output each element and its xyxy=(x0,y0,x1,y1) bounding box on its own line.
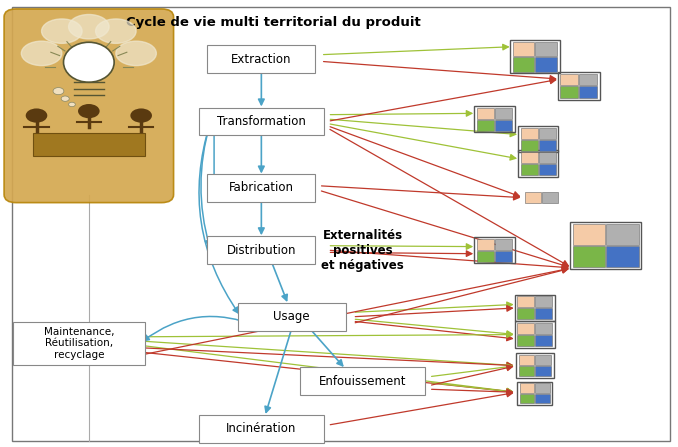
FancyBboxPatch shape xyxy=(536,355,551,365)
Text: Distribution: Distribution xyxy=(226,244,296,257)
FancyBboxPatch shape xyxy=(542,192,559,203)
FancyBboxPatch shape xyxy=(573,224,605,245)
FancyBboxPatch shape xyxy=(536,335,553,346)
FancyBboxPatch shape xyxy=(517,323,534,334)
FancyBboxPatch shape xyxy=(33,133,144,156)
FancyBboxPatch shape xyxy=(207,236,315,264)
FancyBboxPatch shape xyxy=(536,57,557,72)
FancyBboxPatch shape xyxy=(536,394,550,403)
FancyBboxPatch shape xyxy=(561,86,578,98)
FancyBboxPatch shape xyxy=(238,303,346,331)
FancyBboxPatch shape xyxy=(477,108,494,118)
FancyBboxPatch shape xyxy=(207,174,315,202)
Text: Fabrication: Fabrication xyxy=(229,181,294,194)
FancyBboxPatch shape xyxy=(520,394,534,403)
FancyBboxPatch shape xyxy=(12,7,670,441)
Text: Incinération: Incinération xyxy=(226,422,296,435)
FancyBboxPatch shape xyxy=(517,335,534,346)
FancyBboxPatch shape xyxy=(495,239,512,250)
FancyBboxPatch shape xyxy=(606,246,639,267)
FancyBboxPatch shape xyxy=(521,127,538,139)
FancyBboxPatch shape xyxy=(199,415,324,443)
Circle shape xyxy=(78,104,100,118)
Text: Enfouissement: Enfouissement xyxy=(319,375,406,388)
FancyBboxPatch shape xyxy=(536,384,550,393)
FancyBboxPatch shape xyxy=(580,74,597,85)
FancyBboxPatch shape xyxy=(606,224,639,245)
FancyBboxPatch shape xyxy=(521,139,538,151)
Ellipse shape xyxy=(41,19,82,43)
Circle shape xyxy=(26,109,47,122)
FancyBboxPatch shape xyxy=(513,42,534,56)
FancyBboxPatch shape xyxy=(536,323,553,334)
FancyBboxPatch shape xyxy=(477,119,494,131)
FancyBboxPatch shape xyxy=(561,74,578,85)
Circle shape xyxy=(130,109,152,122)
Text: Usage: Usage xyxy=(273,310,310,323)
FancyBboxPatch shape xyxy=(517,308,534,320)
FancyBboxPatch shape xyxy=(573,246,605,267)
FancyBboxPatch shape xyxy=(519,366,534,376)
Ellipse shape xyxy=(116,41,157,66)
Ellipse shape xyxy=(68,14,109,39)
FancyBboxPatch shape xyxy=(536,42,557,56)
Text: Transformation: Transformation xyxy=(217,115,306,128)
FancyBboxPatch shape xyxy=(4,9,174,202)
Circle shape xyxy=(61,96,69,101)
FancyBboxPatch shape xyxy=(477,239,494,250)
FancyBboxPatch shape xyxy=(536,296,553,308)
FancyBboxPatch shape xyxy=(517,296,534,308)
FancyBboxPatch shape xyxy=(495,251,512,261)
FancyBboxPatch shape xyxy=(477,251,494,261)
FancyBboxPatch shape xyxy=(525,192,541,203)
FancyBboxPatch shape xyxy=(13,322,145,365)
FancyBboxPatch shape xyxy=(539,139,556,151)
FancyBboxPatch shape xyxy=(519,355,534,365)
FancyBboxPatch shape xyxy=(521,164,538,175)
Text: Cycle de vie multi territorial du produit: Cycle de vie multi territorial du produi… xyxy=(126,16,421,29)
Circle shape xyxy=(53,88,64,95)
Circle shape xyxy=(68,102,75,107)
FancyBboxPatch shape xyxy=(536,308,553,320)
FancyBboxPatch shape xyxy=(495,108,512,118)
FancyBboxPatch shape xyxy=(520,384,534,393)
FancyBboxPatch shape xyxy=(539,164,556,175)
Text: Maintenance,
Réutilisation,
recyclage: Maintenance, Réutilisation, recyclage xyxy=(44,327,115,360)
Ellipse shape xyxy=(64,42,114,82)
FancyBboxPatch shape xyxy=(207,45,315,73)
FancyBboxPatch shape xyxy=(539,127,556,139)
FancyBboxPatch shape xyxy=(536,366,551,376)
FancyBboxPatch shape xyxy=(580,86,597,98)
Ellipse shape xyxy=(96,19,136,43)
FancyBboxPatch shape xyxy=(495,119,512,131)
FancyBboxPatch shape xyxy=(513,57,534,72)
FancyBboxPatch shape xyxy=(300,367,425,395)
FancyBboxPatch shape xyxy=(521,152,538,163)
FancyBboxPatch shape xyxy=(199,108,324,135)
Text: Extraction: Extraction xyxy=(231,53,292,66)
FancyBboxPatch shape xyxy=(539,152,556,163)
Ellipse shape xyxy=(21,41,62,66)
Text: Externalités
positives
et négatives: Externalités positives et négatives xyxy=(321,229,404,272)
